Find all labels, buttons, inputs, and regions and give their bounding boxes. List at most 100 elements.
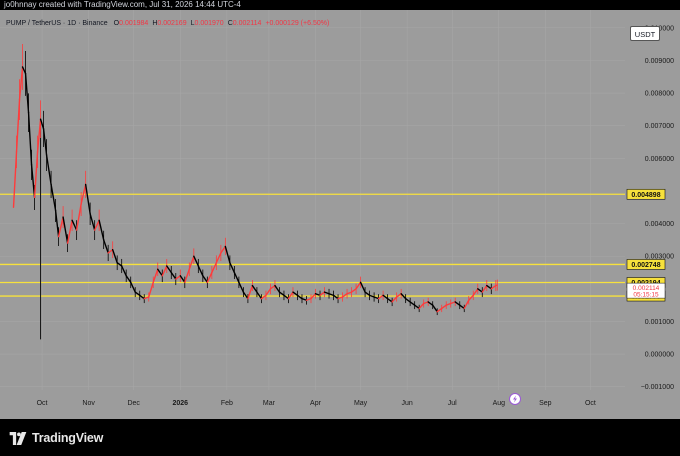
price-segment bbox=[278, 291, 285, 297]
price-segment bbox=[93, 219, 100, 231]
price-segment bbox=[409, 301, 416, 306]
price-segment bbox=[413, 304, 420, 310]
price-segment bbox=[21, 66, 27, 75]
price-segment bbox=[107, 248, 114, 254]
price-segment bbox=[373, 296, 380, 300]
low-value: 0.001970 bbox=[194, 20, 224, 27]
symbol-name: PUMP / TetherUS · 1D · Binance bbox=[6, 20, 108, 27]
y-tick-label: 0.006000 bbox=[645, 156, 674, 163]
price-segment bbox=[242, 291, 249, 300]
price-segment bbox=[143, 296, 150, 300]
y-tick-label: 0.008000 bbox=[645, 91, 674, 98]
price-segment bbox=[364, 291, 371, 297]
price-segment bbox=[224, 245, 231, 264]
price-segment bbox=[260, 294, 267, 300]
price-segment bbox=[450, 301, 456, 305]
price-segment bbox=[66, 219, 73, 244]
price-segment bbox=[346, 291, 353, 295]
open-label: O bbox=[113, 20, 120, 27]
price-segment bbox=[111, 248, 118, 264]
level-label: 0.004898 bbox=[631, 192, 660, 199]
currency-button[interactable]: USDT bbox=[630, 26, 660, 41]
price-segment bbox=[472, 288, 479, 297]
current-price-label: 0.002114 bbox=[633, 285, 660, 292]
y-tick-label: 0.007000 bbox=[645, 123, 674, 130]
price-segment bbox=[382, 294, 389, 300]
price-segment bbox=[238, 281, 245, 293]
price-segment bbox=[454, 301, 461, 306]
price-segment bbox=[341, 293, 348, 298]
price-segment bbox=[332, 294, 339, 300]
price-segment bbox=[27, 111, 33, 166]
price-segment bbox=[188, 255, 195, 270]
price-segment bbox=[441, 304, 447, 310]
price-segment bbox=[436, 307, 443, 313]
level-label-box bbox=[626, 259, 666, 270]
price-segment bbox=[314, 293, 321, 297]
current-price-box bbox=[626, 282, 666, 299]
price-segment bbox=[459, 304, 465, 310]
price-segment bbox=[75, 203, 82, 231]
x-tick-label: Aug bbox=[493, 400, 506, 407]
price-segment bbox=[54, 209, 60, 238]
x-tick-label: Apr bbox=[310, 400, 322, 407]
price-segment bbox=[404, 297, 411, 303]
price-segment bbox=[391, 296, 398, 303]
level-lines: 0.0048980.0027480.0021940.0017790.002114… bbox=[0, 188, 666, 302]
price-segment bbox=[179, 275, 186, 284]
x-tick-label: 2026 bbox=[172, 400, 188, 407]
x-axis: Oct Nov Dec 2026 Feb Mar Apr May Jun Jul Aug Sep Oct bbox=[37, 400, 596, 407]
price-segment bbox=[215, 252, 222, 264]
price-segment bbox=[422, 301, 429, 305]
y-tick-label: 0.009000 bbox=[645, 58, 674, 65]
price-segment bbox=[134, 291, 141, 297]
price-chart[interactable]: 0.0048980.0027480.0021940.0017790.002114… bbox=[0, 10, 680, 419]
lightning-icon bbox=[513, 395, 517, 403]
price-segment bbox=[377, 294, 384, 300]
price-segment bbox=[220, 245, 227, 254]
price-segment bbox=[62, 216, 69, 244]
price-segment bbox=[50, 183, 57, 212]
ohlc-legend: PUMP / TetherUS · 1D · Binance O 0.00198… bbox=[6, 20, 333, 27]
price-segment bbox=[89, 213, 96, 231]
price-segment bbox=[368, 294, 375, 298]
price-segment bbox=[152, 268, 159, 284]
x-tick-label: Feb bbox=[221, 400, 233, 407]
level-label: 0.002748 bbox=[631, 262, 660, 269]
price-segment bbox=[102, 239, 109, 254]
price-segment bbox=[468, 294, 474, 301]
close-value: 0.002114 bbox=[232, 20, 262, 27]
price-segment bbox=[431, 304, 438, 313]
price-segment bbox=[292, 291, 299, 297]
change-value: +0.000129 (+6.50%) bbox=[265, 20, 330, 27]
price-segment bbox=[350, 288, 357, 293]
price-segment bbox=[33, 151, 39, 199]
price-segment bbox=[265, 288, 272, 297]
high-value: 0.002169 bbox=[157, 20, 187, 27]
y-tick-label: 0.001000 bbox=[645, 319, 674, 326]
chart-area[interactable]: 0.0048980.0027480.0021940.0017790.002114… bbox=[0, 10, 680, 419]
price-segment bbox=[319, 291, 326, 297]
price-segment bbox=[202, 275, 209, 284]
price-segment bbox=[323, 291, 330, 295]
price-segment bbox=[310, 293, 317, 300]
price-segment bbox=[166, 265, 172, 274]
price-segment bbox=[251, 284, 258, 293]
price-segment bbox=[400, 293, 407, 300]
price-segment bbox=[161, 265, 168, 277]
price-segment bbox=[256, 291, 263, 300]
price-segment bbox=[148, 281, 154, 298]
price-segment bbox=[328, 293, 335, 297]
price-segment bbox=[486, 284, 492, 290]
price-segment bbox=[98, 219, 105, 241]
price-segment bbox=[418, 302, 425, 310]
price-segment bbox=[359, 281, 366, 293]
tradingview-brand[interactable]: TradingView bbox=[8, 431, 103, 445]
replay-button[interactable] bbox=[509, 393, 521, 405]
brand-name: TradingView bbox=[32, 431, 104, 445]
price-segment bbox=[427, 301, 434, 306]
price-segment bbox=[193, 255, 200, 267]
y-axis: 0.0100000.0090000.0080000.0070000.006000… bbox=[641, 25, 674, 391]
price-segment bbox=[395, 293, 402, 298]
